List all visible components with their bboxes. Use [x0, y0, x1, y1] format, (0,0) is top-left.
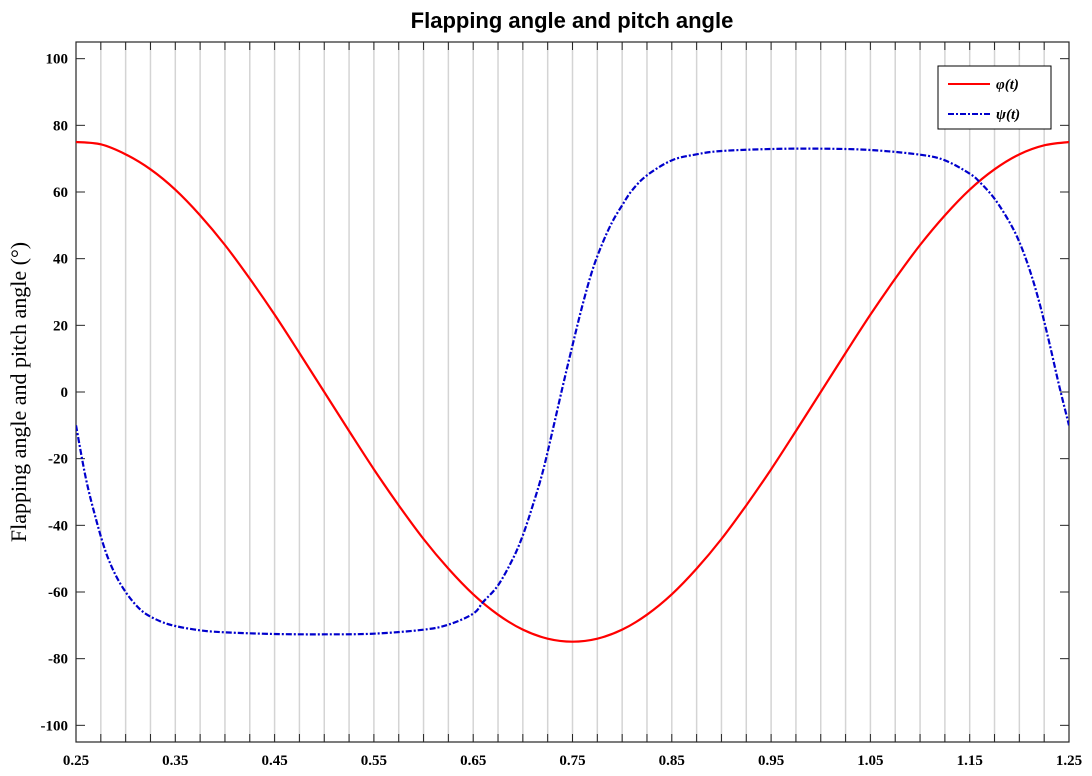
chart-title: Flapping angle and pitch angle [411, 8, 734, 33]
y-tick-label: 100 [46, 52, 69, 68]
y-tick-label: 0 [61, 385, 69, 401]
axis-ticks [75, 42, 1070, 742]
x-tick-label: 0.35 [162, 753, 188, 769]
x-tick-label: 1.25 [1056, 753, 1082, 769]
y-tick-label: 80 [53, 118, 68, 134]
x-tick-label: 0.85 [659, 753, 685, 769]
y-axis-label: Flapping angle and pitch angle (°) [6, 242, 31, 542]
legend: φ(t) ψ(t) [937, 65, 1052, 130]
x-tick-labels: 0.25 0.35 0.45 0.55 0.65 0.75 0.85 0.95 1.05 1.15… [63, 753, 1082, 769]
y-tick-label: 40 [53, 252, 68, 268]
legend-box [937, 65, 1052, 130]
x-tick-label: 1.15 [957, 753, 983, 769]
x-tick-label: 1.05 [857, 753, 883, 769]
x-tick-label: 0.95 [758, 753, 784, 769]
series-line-phi [76, 140, 1069, 643]
y-tick-label: -40 [48, 518, 68, 534]
x-tick-label: 0.65 [460, 753, 486, 769]
y-tick-label: 20 [53, 318, 68, 334]
series-line-psi [76, 147, 1069, 636]
x-tick-label: 0.75 [559, 753, 585, 769]
y-tick-label: -60 [48, 585, 68, 601]
x-tick-label: 0.55 [361, 753, 387, 769]
y-tick-label: -20 [48, 452, 68, 468]
legend-label-phi: φ(t) [996, 77, 1019, 93]
grid-lines [100, 42, 1045, 742]
y-tick-label: -100 [41, 718, 69, 734]
y-tick-label: -80 [48, 652, 68, 668]
x-tick-label: 0.25 [63, 753, 89, 769]
y-tick-label: 60 [53, 185, 68, 201]
series-lines [76, 140, 1069, 643]
y-tick-labels: -100 -80 -60 -40 -20 0 20 40 60 80 100 [41, 52, 69, 735]
x-tick-label: 0.45 [261, 753, 287, 769]
legend-label-psi: ψ(t) [996, 107, 1020, 123]
